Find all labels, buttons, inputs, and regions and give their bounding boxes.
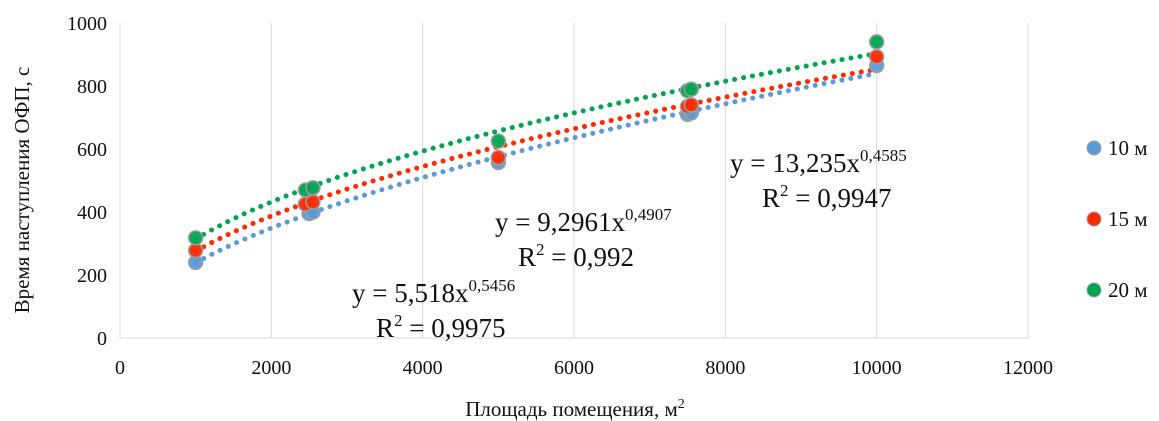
x-tick-label: 2000	[251, 357, 291, 379]
x-tick-label: 12000	[1003, 357, 1053, 379]
y-tick-label: 600	[77, 139, 107, 161]
y-tick-label: 1000	[67, 13, 107, 35]
legend-label-10m: 10 м	[1108, 136, 1148, 160]
y-tick-label: 200	[77, 265, 107, 287]
data-point-series-2	[187, 230, 204, 246]
legend-marker-15m	[1086, 211, 1102, 227]
trendlines	[193, 51, 880, 266]
legend-marker-20m	[1086, 282, 1102, 298]
r2-20m: R2 = 0,9947	[762, 181, 892, 213]
equation-10m: y = 5,518x0,5456	[352, 276, 515, 308]
data-point-series-1	[490, 149, 507, 166]
legend-item-10m: 10 м	[1086, 136, 1148, 160]
x-tick-label: 4000	[403, 357, 443, 379]
x-axis-title: Площадь помещения, м2	[465, 397, 685, 421]
data-point-series-1	[683, 97, 700, 113]
y-tick-label: 0	[97, 328, 107, 350]
data-point-series-2	[305, 179, 321, 196]
y-tick-label: 400	[77, 202, 107, 224]
equation-15m: y = 9,2961x0,4907	[495, 205, 672, 237]
x-tick-label: 8000	[705, 357, 745, 379]
legend-item-15m: 15 м	[1086, 207, 1148, 231]
trendline-series-2	[193, 51, 880, 242]
trendline-series-0	[193, 71, 880, 266]
legend-marker-10m	[1086, 140, 1102, 156]
data-points	[187, 34, 885, 271]
data-point-series-2	[868, 34, 885, 50]
legend-item-20m: 20 м	[1086, 278, 1148, 302]
data-point-series-1	[868, 48, 885, 65]
tick-labels: 0 2000 4000 6000 8000 10000 12000 0 200 400 600 800…	[67, 13, 1053, 379]
r2-15m: R2 = 0,992	[518, 240, 634, 272]
trendline-series-1	[193, 66, 880, 254]
legend-label-15m: 15 м	[1108, 207, 1148, 231]
data-point-series-2	[683, 81, 700, 97]
r2-10m: R2 = 0,9975	[376, 311, 506, 343]
y-tick-label: 800	[77, 76, 107, 98]
grid	[119, 23, 1029, 339]
y-axis-title: Время наступления ОФП, с	[10, 67, 34, 314]
equation-20m: y = 13,235x0,4585	[730, 146, 907, 178]
x-tick-label: 6000	[554, 357, 594, 379]
legend: 10 м 15 м 20 м	[1086, 136, 1148, 302]
legend-label-20m: 20 м	[1108, 278, 1148, 302]
x-tick-label: 10000	[852, 357, 902, 379]
data-point-series-2	[490, 133, 507, 149]
x-tick-label: 0	[115, 357, 125, 379]
